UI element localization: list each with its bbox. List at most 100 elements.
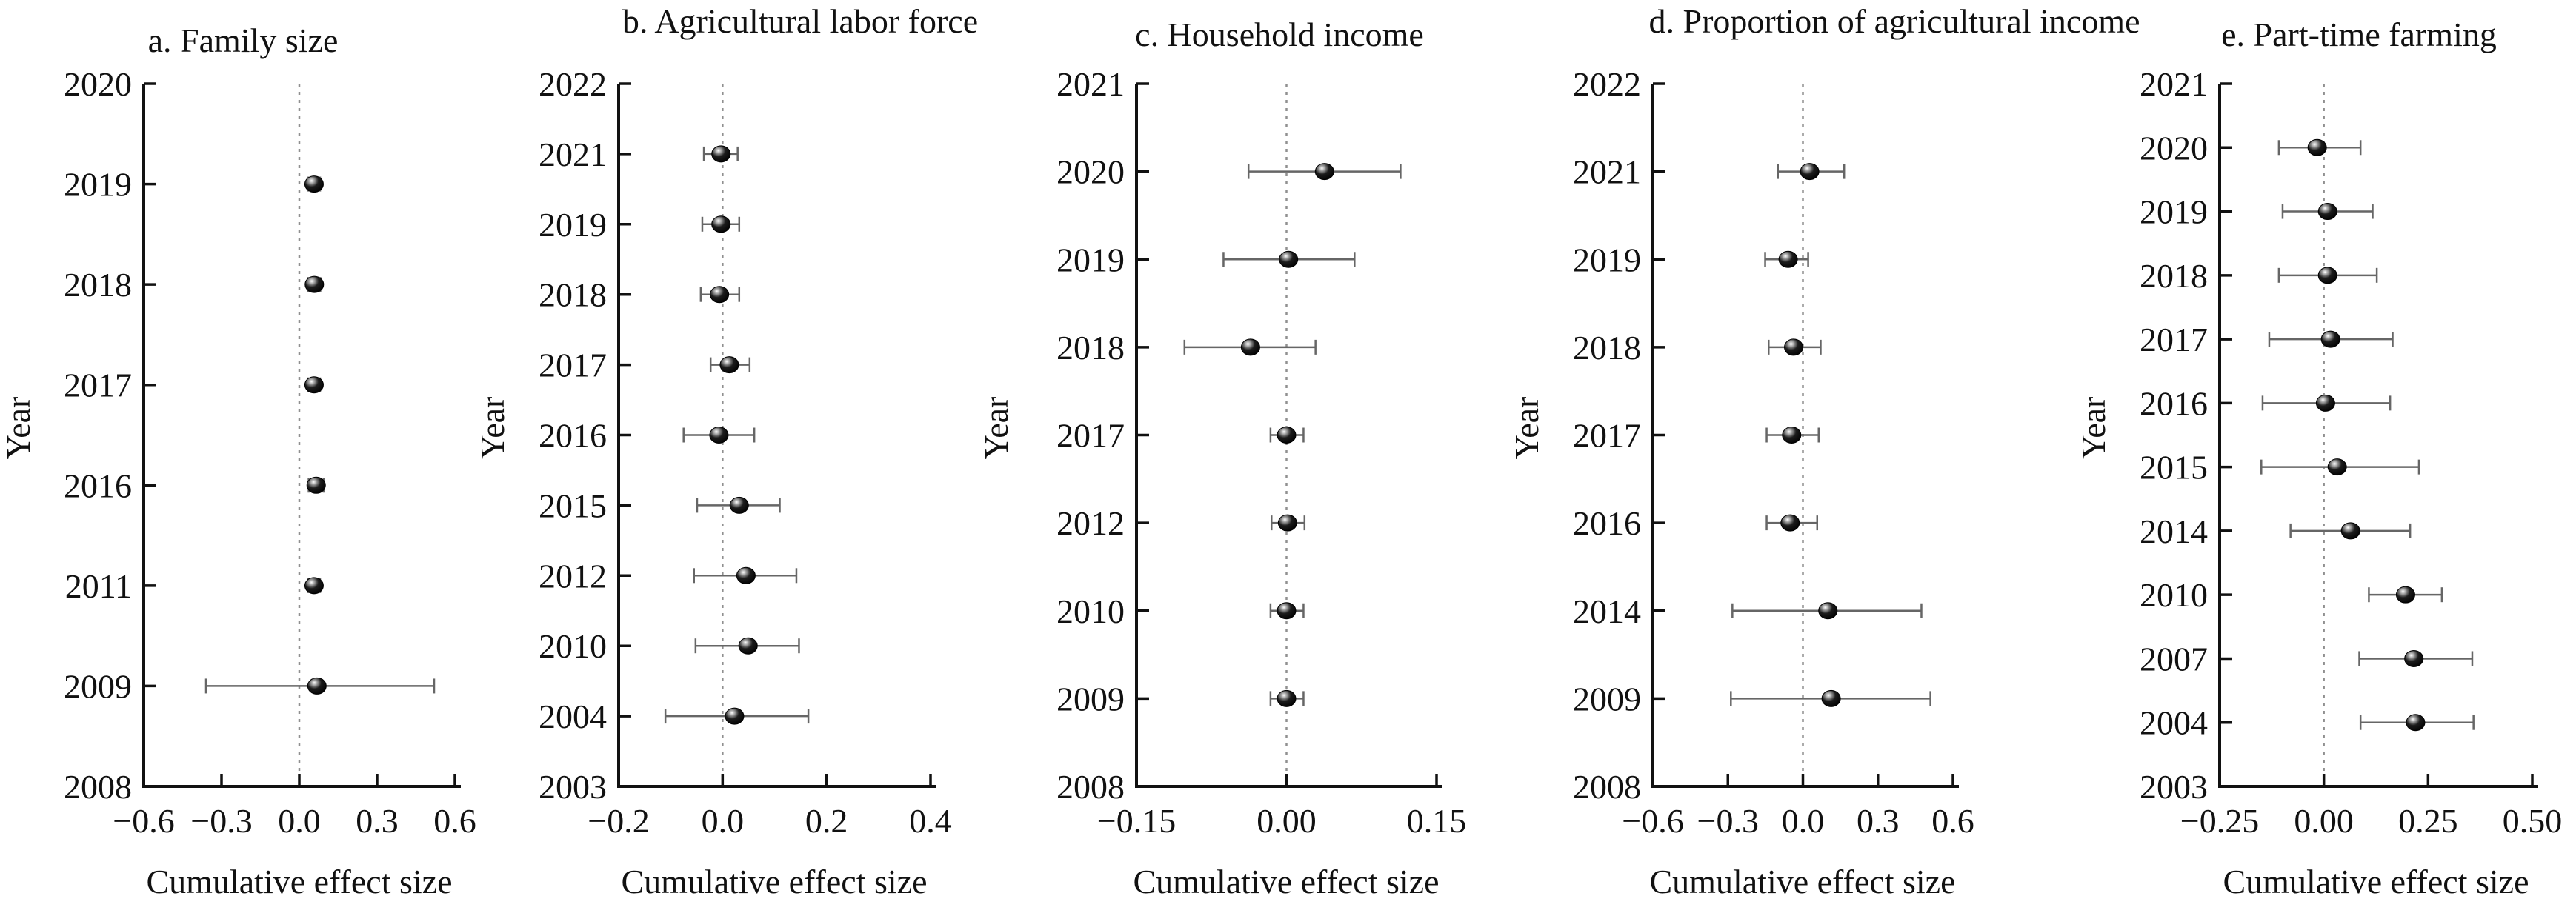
x-axis-tick-label: 0.50: [2503, 802, 2563, 840]
data-point: [1784, 338, 1804, 356]
y-axis-tick-label: 2014: [2140, 512, 2208, 550]
y-axis-tick-label: 2020: [64, 65, 132, 103]
y-axis-tick-label: 2011: [65, 567, 132, 605]
data-point: [2395, 586, 2415, 604]
data-point: [304, 376, 324, 394]
panel-e-title: e. Part-time farming: [2221, 16, 2497, 53]
y-axis-tick-label: 2003: [539, 768, 607, 806]
y-axis-tick-label: 2012: [539, 557, 607, 595]
x-axis-tick-label: 0.0: [278, 802, 321, 840]
panel-c-yaxis-label: Year: [977, 397, 1015, 460]
data-point: [711, 145, 731, 163]
y-axis-tick-label: 2018: [64, 266, 132, 304]
x-axis-tick-label: −0.25: [2180, 802, 2259, 840]
panel-a-title: a. Family size: [148, 21, 339, 59]
data-point: [1277, 427, 1297, 444]
data-point: [1277, 602, 1297, 620]
data-point: [711, 215, 731, 233]
data-point: [2340, 522, 2360, 540]
data-point: [2404, 649, 2424, 667]
panel-d-xaxis-label: Cumulative effect size: [1650, 863, 1956, 900]
panel-b: b. Agricultural labor force Cumulative e…: [473, 2, 978, 900]
data-point: [1780, 514, 1800, 532]
panel-c-plot-area: 2021 2020 2019 2018 2017 2012 2010 2009 2008−0.1…: [1056, 65, 1466, 840]
y-axis-tick-label: 2020: [2140, 129, 2208, 167]
data-point: [729, 496, 749, 514]
data-point: [2315, 394, 2335, 412]
data-point: [1277, 514, 1297, 532]
panel-c-xaxis-label: Cumulative effect size: [1134, 863, 1440, 900]
panel-a-xaxis-label: Cumulative effect size: [147, 863, 453, 900]
x-axis-tick-label: 0.15: [1407, 802, 1467, 840]
x-axis-tick-label: 0.4: [909, 802, 952, 840]
x-axis-tick-label: −0.3: [190, 802, 252, 840]
x-axis-tick-label: 0.6: [433, 802, 476, 840]
x-axis-tick-label: 0.00: [1257, 802, 1317, 840]
y-axis-tick-label: 2010: [539, 627, 607, 665]
panel-b-plot-area: 2022 2021 2019 2018 2017 2016 2015 2012 2010 2004…: [539, 65, 952, 840]
y-axis-tick-label: 2021: [1573, 153, 1641, 191]
panel-c-title: c. Household income: [1135, 16, 1424, 53]
panel-e: e. Part-time farming Cumulative effect s…: [2074, 16, 2562, 900]
data-point: [2327, 458, 2347, 476]
panel-b-title: b. Agricultural labor force: [622, 2, 978, 40]
y-axis-tick-label: 2017: [1056, 417, 1125, 455]
x-axis-tick-label: 0.3: [1857, 802, 1900, 840]
data-point: [1314, 163, 1334, 181]
panel-a: a. Family size Cumulative effect size Ye…: [0, 21, 476, 900]
y-axis-tick-label: 2016: [539, 417, 607, 455]
panel-d-plot-area: 2022 2021 2019 2018 2017 2016 2014 2009 2008−0.6…: [1573, 65, 1974, 840]
y-axis-tick-label: 2017: [1573, 417, 1641, 455]
data-point: [306, 476, 326, 494]
data-point: [2317, 203, 2337, 221]
x-axis-tick-label: 0.3: [356, 802, 399, 840]
x-axis-tick-label: −0.3: [1697, 802, 1759, 840]
x-axis-tick-label: 0.6: [1931, 802, 1974, 840]
data-point: [1277, 689, 1297, 707]
data-point: [304, 577, 324, 595]
x-axis-tick-label: 0.0: [702, 802, 745, 840]
panel-b-yaxis-label: Year: [473, 397, 511, 460]
data-point: [1800, 163, 1820, 181]
y-axis-tick-label: 2018: [2140, 257, 2208, 295]
data-point: [2320, 330, 2340, 348]
data-point: [738, 637, 758, 655]
y-axis-tick-label: 2019: [539, 206, 607, 244]
y-axis-tick-label: 2010: [2140, 576, 2208, 614]
x-axis-tick-label: −0.2: [588, 802, 649, 840]
panel-e-plot-area: 2021 2020 2019 2018 2017 2016 2015 2014 2010 2007…: [2140, 65, 2562, 840]
data-point: [304, 175, 324, 193]
data-point: [2317, 267, 2337, 284]
y-axis-tick-label: 2008: [1056, 768, 1125, 806]
x-axis-tick-label: 0.25: [2398, 802, 2458, 840]
y-axis-tick-label: 2017: [539, 347, 607, 384]
y-axis-tick-label: 2018: [1573, 329, 1641, 367]
data-point: [304, 275, 325, 293]
y-axis-tick-label: 2017: [64, 367, 132, 404]
y-axis-tick-label: 2016: [64, 467, 132, 504]
panel-a-plot-area: 2020 2019 2018 2017 2016 2011 2009 2008−0.6 −0.3…: [64, 65, 476, 840]
y-axis-tick-label: 2021: [2140, 65, 2208, 103]
panel-e-xaxis-label: Cumulative effect size: [2223, 863, 2529, 900]
data-point: [709, 427, 729, 444]
panel-d-title: d. Proportion of agricultural income: [1648, 2, 2140, 40]
y-axis-tick-label: 2019: [2140, 193, 2208, 231]
x-axis-tick-label: −0.6: [1622, 802, 1683, 840]
y-axis-tick-label: 2008: [1573, 768, 1641, 806]
data-point: [2406, 714, 2426, 732]
y-axis-tick-label: 2012: [1056, 504, 1125, 542]
y-axis-tick-label: 2014: [1573, 592, 1641, 630]
data-point: [1778, 250, 1798, 268]
y-axis-tick-label: 2018: [1056, 329, 1125, 367]
data-point: [2307, 138, 2327, 156]
y-axis-tick-label: 2022: [1573, 65, 1641, 103]
y-axis-tick-label: 2009: [1056, 680, 1125, 718]
y-axis-tick-label: 2022: [539, 65, 607, 103]
data-point: [1782, 427, 1802, 444]
y-axis-tick-label: 2021: [539, 136, 607, 173]
data-point: [1821, 689, 1841, 707]
panel-d-yaxis-label: Year: [1508, 397, 1545, 460]
panel-a-yaxis-label: Year: [0, 397, 37, 460]
y-axis-tick-label: 2021: [1056, 65, 1125, 103]
data-point: [725, 707, 745, 725]
